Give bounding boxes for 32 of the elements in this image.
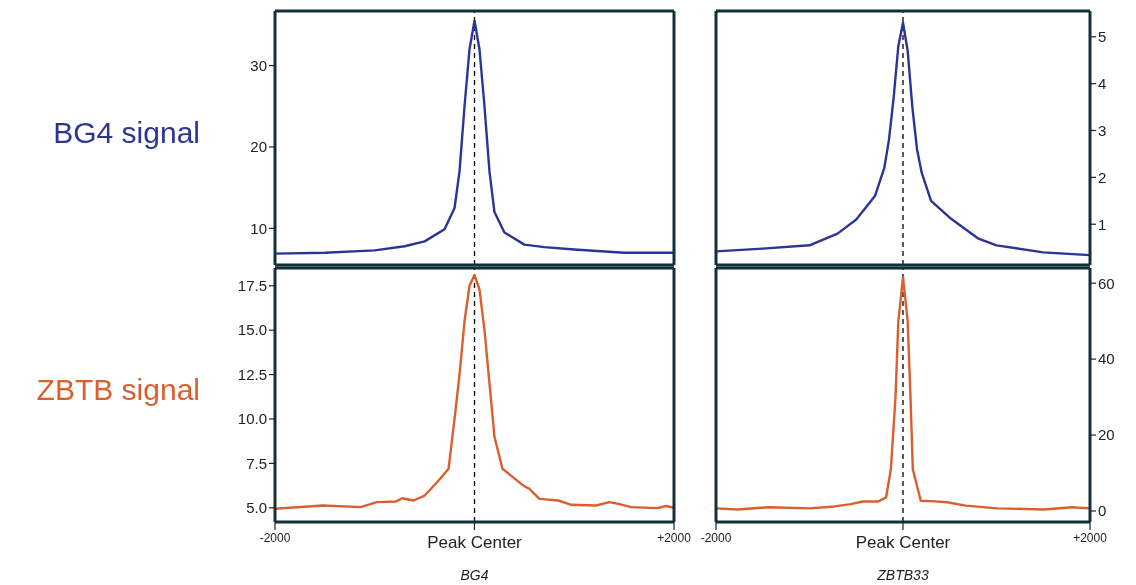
line-series [716, 21, 1090, 257]
y-tick-label: 15.0 [237, 321, 267, 339]
line-series [275, 19, 674, 255]
y2-tick-label: 2 [1098, 168, 1107, 186]
y-tick-label: 5.0 [246, 499, 267, 517]
x-axis-title: ZBTB33 [876, 567, 929, 583]
x-axis-title: BG4 [460, 567, 489, 583]
y2-tick-label: 3 [1098, 121, 1107, 139]
y2-tick-label: 1 [1098, 215, 1107, 233]
y2-tick-label: 60 [1098, 274, 1115, 292]
y-tick-label: 12.5 [237, 365, 267, 383]
y-tick-label: 17.5 [237, 277, 267, 295]
x-tick-label: Peak Center [427, 533, 523, 552]
y-tick-label: 30 [250, 56, 267, 74]
y2-tick-label: 0 [1098, 502, 1107, 520]
y-tick-label: 20 [250, 138, 267, 156]
y-tick-label: 10.0 [237, 410, 267, 428]
y2-tick-label: 4 [1098, 74, 1107, 92]
y2-tick-label: 5 [1098, 28, 1107, 46]
y-tick-label: 10 [250, 219, 267, 237]
x-tick-label: +2000 [657, 531, 692, 545]
line-series [275, 273, 674, 510]
y-axis-title: ZBTB signal [36, 372, 200, 407]
line-series [716, 276, 1090, 511]
x-tick-label: +2000 [1073, 531, 1108, 545]
y2-tick-label: 40 [1098, 350, 1115, 368]
y-axis-title: BG4 signal [53, 115, 200, 150]
y2-tick-label: 20 [1098, 426, 1115, 444]
x-tick-label: -2000 [700, 531, 732, 545]
x-tick-label: Peak Center [855, 533, 951, 552]
y-tick-label: 7.5 [246, 454, 267, 472]
x-tick-label: -2000 [259, 531, 291, 545]
